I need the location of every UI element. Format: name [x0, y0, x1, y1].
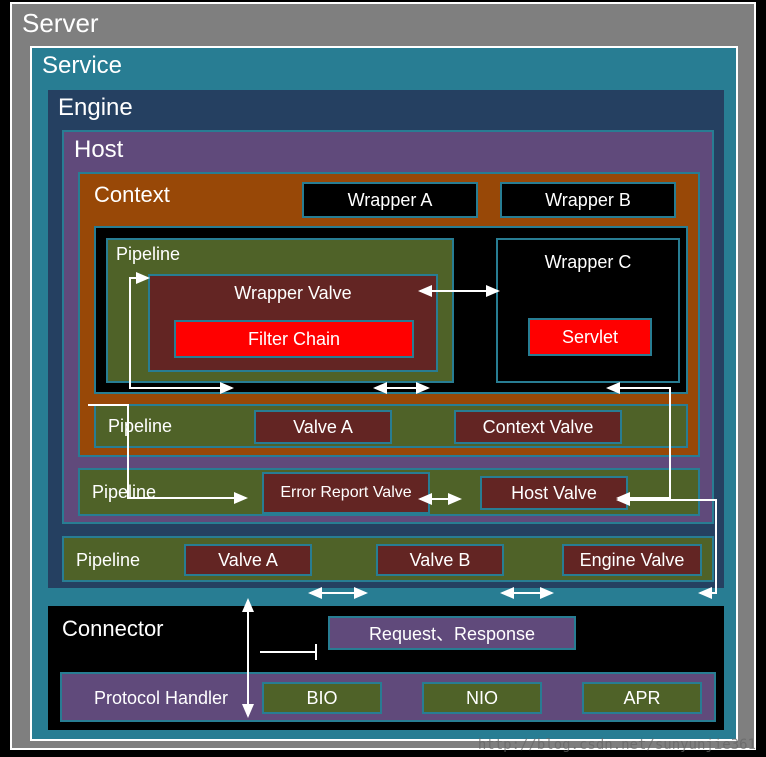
wrapper-b-box: Wrapper B: [500, 182, 676, 218]
pipeline-host-row: Pipeline Error Report Valve Host Valve: [78, 468, 700, 516]
valve-a-engine: Valve A: [184, 544, 312, 576]
wrapper-valve-label: Wrapper Valve: [150, 276, 436, 310]
bio-box: BIO: [262, 682, 382, 714]
context-black-area: Pipeline Wrapper Valve Filter Chain Wrap…: [94, 226, 688, 394]
server-label: Server: [12, 4, 754, 43]
wrapper-a-box: Wrapper A: [302, 182, 478, 218]
connector-label: Connector: [52, 612, 174, 646]
protocol-row: Protocol Handler BIO NIO APR: [60, 672, 716, 722]
pipeline-context-inner: Pipeline Wrapper Valve Filter Chain: [106, 238, 454, 383]
pipeline-context-row: Pipeline Valve A Context Valve: [94, 404, 688, 448]
protocol-handler-label: Protocol Handler: [66, 682, 256, 714]
engine-valve-box: Engine Valve: [562, 544, 702, 576]
context-box: Context Wrapper A Wrapper B Pipeline Wra…: [78, 172, 700, 457]
pipeline-engine-row: Pipeline Valve A Valve B Engine Valve: [62, 536, 714, 582]
wrapper-valve-box: Wrapper Valve Filter Chain: [148, 274, 438, 372]
service-box: Service Engine Host Context Wrapper A Wr…: [30, 46, 738, 741]
wrapper-c-box: Wrapper C Servlet: [496, 238, 680, 383]
apr-box: APR: [582, 682, 702, 714]
reqres-box: Request、Response: [328, 616, 576, 650]
pipeline-host-row-label: Pipeline: [82, 478, 166, 507]
host-box: Host Context Wrapper A Wrapper B Pipelin…: [62, 130, 714, 524]
valve-b-engine: Valve B: [376, 544, 504, 576]
filter-chain-box: Filter Chain: [174, 320, 414, 358]
server-box: Server Service Engine Host Context Wrapp…: [10, 2, 756, 750]
pipeline-context-row-label: Pipeline: [98, 412, 182, 441]
host-label: Host: [64, 132, 712, 168]
wrapper-c-label: Wrapper C: [498, 240, 678, 284]
pipeline-context-inner-label: Pipeline: [108, 240, 452, 269]
context-valve-box: Context Valve: [454, 410, 622, 444]
valve-a-context: Valve A: [254, 410, 392, 444]
servlet-box: Servlet: [528, 318, 652, 356]
host-valve-box: Host Valve: [480, 476, 628, 510]
engine-label: Engine: [48, 90, 724, 126]
engine-box: Engine Host Context Wrapper A Wrapper B …: [46, 88, 726, 590]
context-label: Context: [84, 178, 180, 212]
service-label: Service: [32, 48, 736, 84]
connector-box: Connector Request、Response Protocol Hand…: [46, 604, 726, 732]
error-report-valve-box: Error Report Valve: [262, 472, 430, 514]
nio-box: NIO: [422, 682, 542, 714]
pipeline-engine-row-label: Pipeline: [66, 546, 150, 575]
watermark-text: http://blog.csdn.net/sunyunjie361: [478, 737, 756, 753]
